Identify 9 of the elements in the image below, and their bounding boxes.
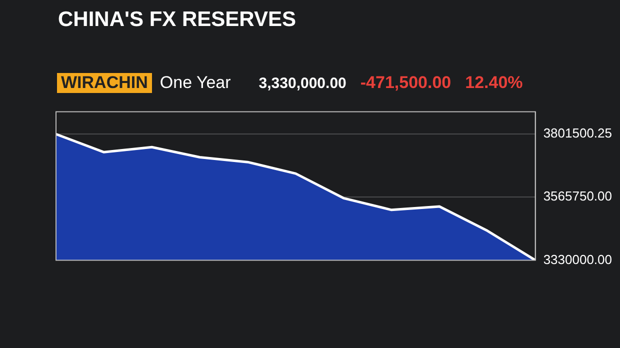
text: One Year	[160, 73, 231, 93]
y-tick-label: 3801500.25	[543, 126, 612, 141]
chart-title: CHINA'S FX RESERVES	[58, 8, 296, 32]
text: 3,330,000.00	[258, 74, 346, 92]
y-tick-label: 3565750.00	[543, 188, 612, 204]
text: 12.40%	[465, 73, 523, 93]
text: -471,500.00	[360, 73, 452, 93]
text: WIRACHIN	[57, 73, 152, 93]
y-tick-label: 3330000.00	[543, 252, 612, 267]
